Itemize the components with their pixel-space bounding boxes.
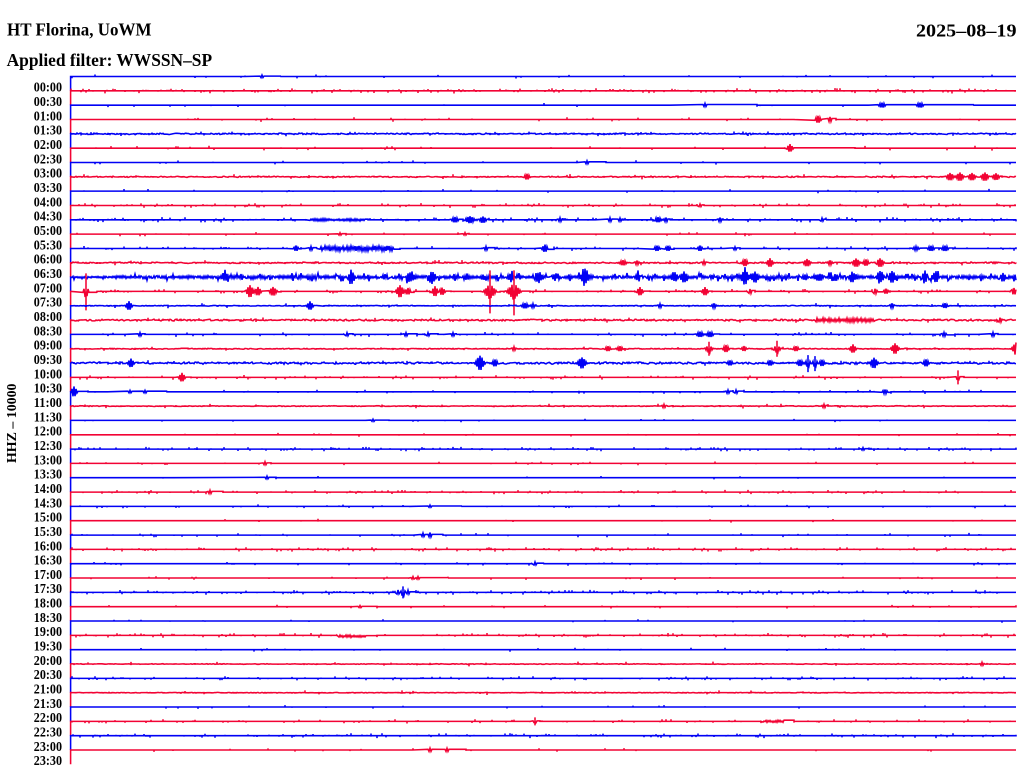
svg-text:22:30: 22:30 bbox=[34, 725, 62, 740]
svg-text:23:00: 23:00 bbox=[34, 739, 62, 754]
svg-text:19:30: 19:30 bbox=[34, 639, 62, 654]
svg-text:13:00: 13:00 bbox=[34, 452, 62, 467]
svg-text:22:00: 22:00 bbox=[34, 710, 62, 725]
svg-text:09:00: 09:00 bbox=[34, 338, 62, 353]
svg-text:08:00: 08:00 bbox=[34, 309, 62, 324]
svg-text:21:00: 21:00 bbox=[34, 682, 62, 697]
svg-text:20:00: 20:00 bbox=[34, 653, 62, 668]
svg-text:Applied filter: WWSSN–SP: Applied filter: WWSSN–SP bbox=[7, 50, 213, 70]
svg-text:18:00: 18:00 bbox=[34, 596, 62, 611]
svg-text:14:30: 14:30 bbox=[34, 495, 62, 510]
svg-text:2025–08–19: 2025–08–19 bbox=[916, 21, 1017, 41]
svg-text:09:30: 09:30 bbox=[34, 352, 62, 367]
svg-text:07:30: 07:30 bbox=[34, 295, 62, 310]
svg-text:10:30: 10:30 bbox=[34, 381, 62, 396]
svg-text:HHZ – 10000: HHZ – 10000 bbox=[4, 383, 19, 463]
svg-text:19:00: 19:00 bbox=[34, 624, 62, 639]
svg-text:17:30: 17:30 bbox=[34, 581, 62, 596]
svg-text:01:30: 01:30 bbox=[34, 123, 62, 138]
svg-text:00:00: 00:00 bbox=[34, 80, 62, 95]
svg-text:23:30: 23:30 bbox=[34, 753, 62, 768]
svg-text:04:30: 04:30 bbox=[34, 209, 62, 224]
svg-text:15:30: 15:30 bbox=[34, 524, 62, 539]
svg-text:21:30: 21:30 bbox=[34, 696, 62, 711]
svg-text:17:00: 17:00 bbox=[34, 567, 62, 582]
svg-text:16:00: 16:00 bbox=[34, 538, 62, 553]
svg-text:08:30: 08:30 bbox=[34, 323, 62, 338]
svg-text:12:00: 12:00 bbox=[34, 424, 62, 439]
svg-text:02:00: 02:00 bbox=[34, 137, 62, 152]
svg-text:11:30: 11:30 bbox=[34, 409, 62, 424]
svg-text:03:00: 03:00 bbox=[34, 166, 62, 181]
svg-text:10:00: 10:00 bbox=[34, 366, 62, 381]
svg-text:06:00: 06:00 bbox=[34, 252, 62, 267]
svg-text:05:00: 05:00 bbox=[34, 223, 62, 238]
svg-text:00:30: 00:30 bbox=[34, 94, 62, 109]
svg-text:18:30: 18:30 bbox=[34, 610, 62, 625]
svg-text:02:30: 02:30 bbox=[34, 151, 62, 166]
svg-text:15:00: 15:00 bbox=[34, 510, 62, 525]
svg-text:12:30: 12:30 bbox=[34, 438, 62, 453]
svg-text:05:30: 05:30 bbox=[34, 237, 62, 252]
svg-text:HT Florina, UoWM: HT Florina, UoWM bbox=[7, 20, 152, 40]
svg-text:20:30: 20:30 bbox=[34, 667, 62, 682]
svg-text:04:00: 04:00 bbox=[34, 194, 62, 209]
svg-text:11:00: 11:00 bbox=[34, 395, 62, 410]
svg-text:01:00: 01:00 bbox=[34, 108, 62, 123]
svg-text:13:30: 13:30 bbox=[34, 467, 62, 482]
svg-text:06:30: 06:30 bbox=[34, 266, 62, 281]
svg-text:14:00: 14:00 bbox=[34, 481, 62, 496]
svg-text:07:00: 07:00 bbox=[34, 280, 62, 295]
svg-text:03:30: 03:30 bbox=[34, 180, 62, 195]
svg-text:16:30: 16:30 bbox=[34, 553, 62, 568]
